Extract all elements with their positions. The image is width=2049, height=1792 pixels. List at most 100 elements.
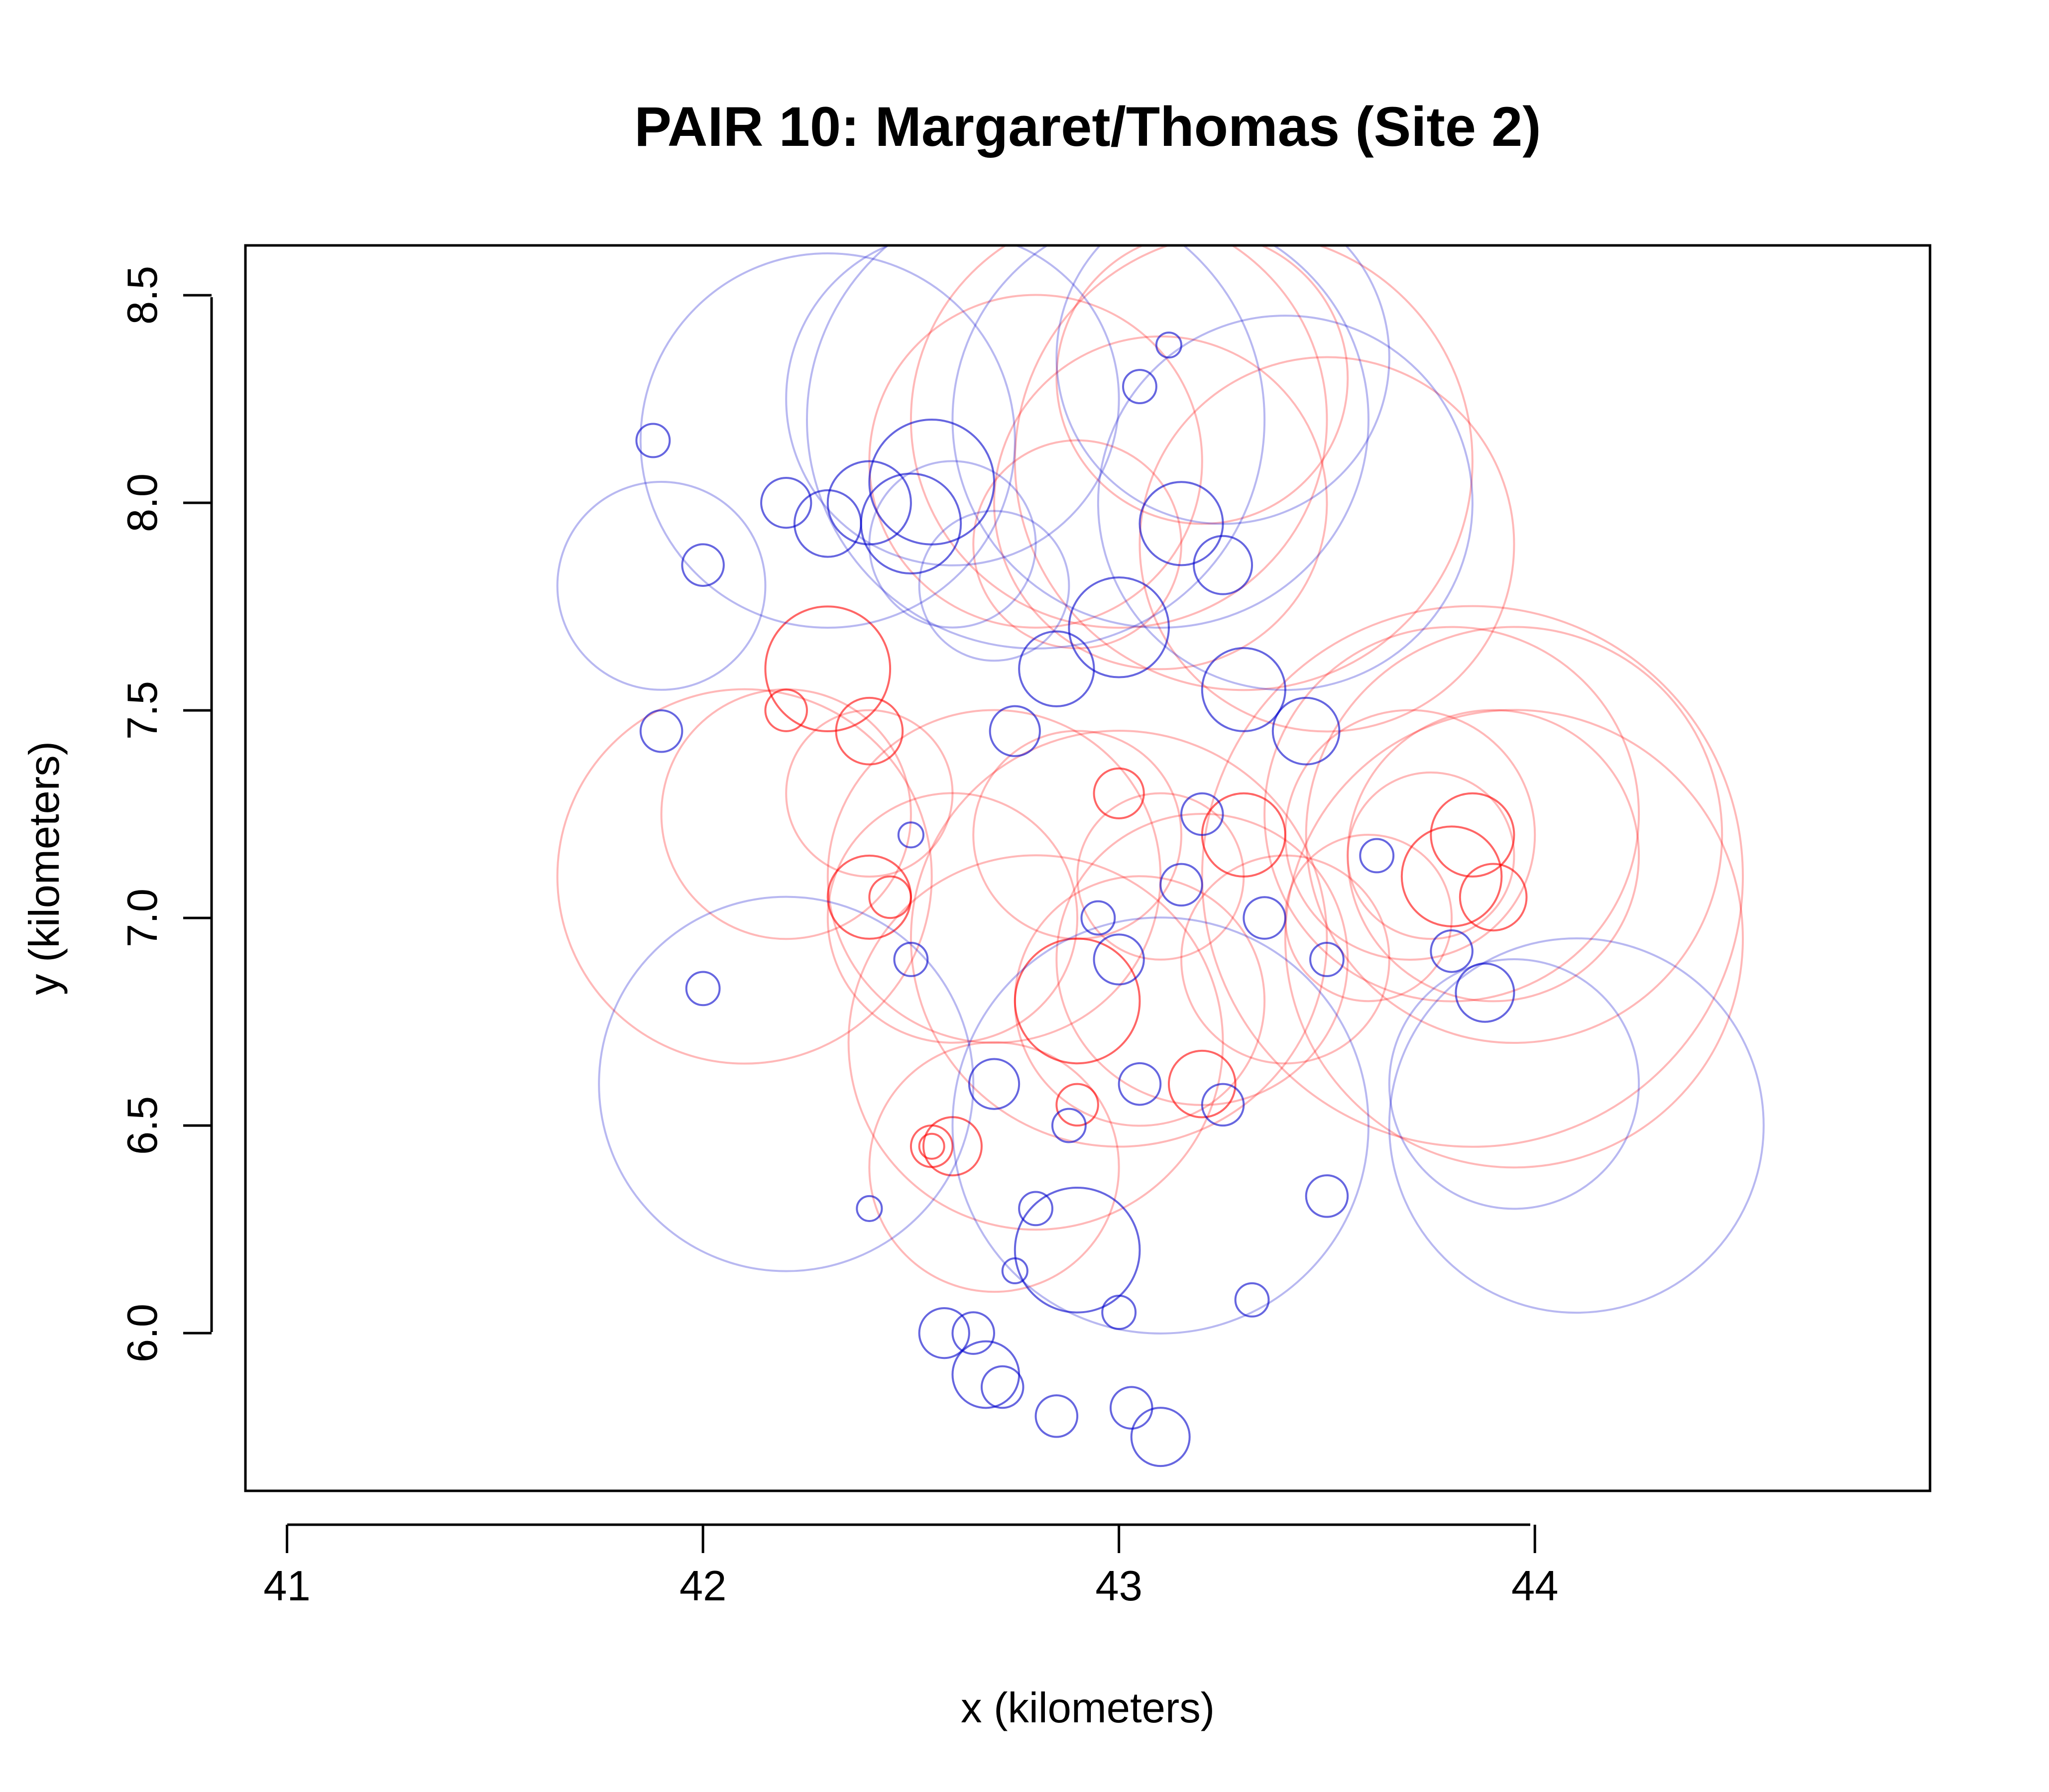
- data-point: [968, 1058, 1021, 1110]
- data-point: [868, 1041, 1120, 1293]
- y-axis: 6.0 6.5 7.0 7.5 8.0 8.5: [119, 266, 213, 1362]
- x-tick-label: 41: [263, 1563, 311, 1610]
- data-point: [856, 1195, 883, 1222]
- data-point: [1155, 332, 1183, 359]
- data-point: [1455, 962, 1515, 1023]
- data-point: [1201, 605, 1744, 1148]
- data-point: [1305, 1174, 1349, 1218]
- data-point: [1055, 245, 1349, 525]
- y-tick-label: 7.5: [119, 681, 166, 740]
- data-point: [860, 472, 962, 575]
- data-point: [1097, 315, 1474, 691]
- data-point: [1430, 929, 1474, 973]
- data-point: [1130, 1407, 1191, 1467]
- data-point: [785, 245, 1120, 566]
- data-point: [1284, 709, 1744, 1169]
- data-point: [1018, 1191, 1053, 1227]
- data-point: [910, 1124, 954, 1168]
- data-point: [951, 916, 1369, 1335]
- data-point: [660, 688, 912, 940]
- data-point: [1430, 792, 1515, 878]
- data-point: [951, 1311, 995, 1355]
- data-point: [1180, 854, 1390, 1065]
- data-point: [1101, 1294, 1137, 1330]
- data-point: [1138, 481, 1224, 566]
- data-point: [897, 821, 924, 849]
- data-point: [893, 942, 929, 977]
- data-point: [1234, 1282, 1270, 1318]
- data-point: [918, 1132, 945, 1160]
- data-point: [598, 896, 975, 1272]
- x-axis-label: x (kilometers): [961, 1684, 1215, 1732]
- data-point: [989, 705, 1041, 757]
- data-point: [1243, 896, 1286, 940]
- plot-area: [556, 245, 1765, 1467]
- data-point: [1284, 833, 1453, 1003]
- data-point: [1014, 1186, 1141, 1314]
- y-tick-label: 8.0: [119, 473, 166, 532]
- data-point: [847, 854, 1224, 1231]
- x-tick-label: 43: [1095, 1563, 1142, 1610]
- data-point: [1347, 709, 1640, 1003]
- data-point: [764, 605, 892, 733]
- data-point: [1014, 875, 1266, 1127]
- data-point: [1180, 792, 1224, 836]
- data-point: [793, 489, 862, 558]
- data-point: [951, 1340, 1021, 1409]
- data-point: [826, 460, 912, 546]
- data-point: [1014, 937, 1141, 1065]
- series-1: [556, 245, 1765, 1467]
- data-point: [835, 696, 904, 766]
- data-point: [1388, 958, 1640, 1210]
- data-point: [1459, 863, 1528, 932]
- y-tick-label: 6.0: [119, 1304, 166, 1362]
- data-point: [681, 543, 725, 587]
- chart-title: PAIR 10: Margaret/Thomas (Site 2): [634, 96, 1541, 158]
- data-point: [922, 1116, 983, 1177]
- x-tick-label: 44: [1511, 1563, 1559, 1610]
- data-point: [868, 419, 995, 546]
- data-point: [639, 709, 683, 753]
- data-point: [1263, 626, 1640, 1003]
- data-point: [1359, 838, 1395, 874]
- data-point: [1309, 942, 1345, 977]
- data-point: [1055, 245, 1390, 525]
- data-point: [1305, 626, 1723, 1044]
- data-point: [1284, 709, 1536, 961]
- data-point: [1093, 767, 1145, 820]
- y-tick-label: 7.0: [119, 889, 166, 947]
- data-point: [1093, 933, 1145, 986]
- data-point: [1068, 576, 1170, 678]
- data-point: [918, 1307, 970, 1359]
- data-point: [1122, 369, 1157, 404]
- x-axis: 41 42 43 44: [263, 1523, 1559, 1610]
- y-axis-label: y (kilometers): [21, 741, 68, 995]
- data-point: [760, 476, 812, 529]
- data-point: [764, 688, 808, 732]
- y-tick-label: 8.5: [119, 266, 166, 325]
- data-point: [1138, 356, 1515, 733]
- data-point: [910, 730, 1328, 1148]
- data-point: [972, 439, 1182, 650]
- y-tick-label: 6.5: [119, 1096, 166, 1155]
- data-point: [1388, 937, 1765, 1314]
- data-point: [980, 1365, 1024, 1409]
- data-point: [639, 252, 1016, 629]
- data-point: [1118, 1062, 1162, 1106]
- data-point: [826, 709, 1162, 1044]
- data-point: [635, 423, 671, 458]
- data-point: [1034, 1394, 1079, 1438]
- data-point: [1080, 900, 1116, 936]
- data-point: [826, 792, 1079, 1044]
- plot-frame: [244, 244, 1932, 1492]
- data-point: [1201, 1083, 1245, 1127]
- data-point: [826, 854, 912, 940]
- data-point: [806, 245, 1265, 650]
- data-point: [1014, 245, 1474, 691]
- data-point: [1193, 535, 1253, 595]
- data-point: [1347, 771, 1515, 940]
- data-point: [1051, 1108, 1087, 1143]
- data-point: [1018, 630, 1095, 707]
- data-point: [556, 688, 933, 1065]
